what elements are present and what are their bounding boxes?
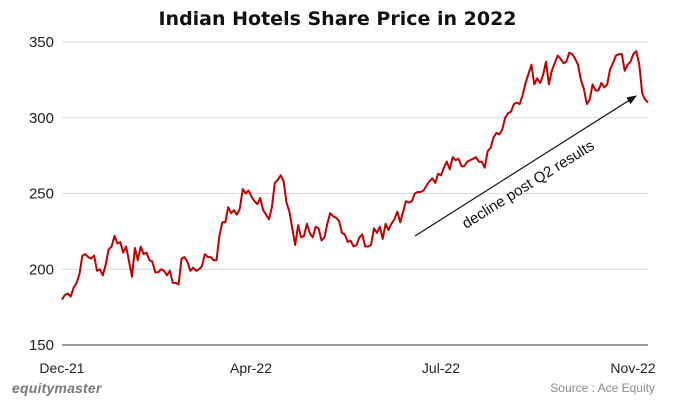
series-line-0 [61,50,649,301]
y-axis-ticks: 150 200 250 300 350 [29,34,54,354]
y-tick-label: 200 [29,261,54,278]
source-note: Source : Ace Equity [550,381,655,395]
y-tick-label: 350 [29,34,54,51]
series-layer [61,50,649,301]
y-tick-label: 150 [29,337,54,354]
brand-logo: equitymaster [12,380,102,396]
x-tick-label: Apr-22 [230,360,272,376]
x-tick-label: Dec-21 [39,360,84,376]
y-tick-label: 250 [29,186,54,203]
x-tick-label: Jul-22 [422,360,460,376]
annotation-arrow [414,95,637,237]
x-tick-label: Nov-22 [610,360,655,376]
grid-lines [62,41,648,346]
chart-title: Indian Hotels Share Price in 2022 [158,8,517,30]
x-axis: Dec-21 Apr-22 Jul-22 Nov-22 [39,344,656,376]
y-tick-label: 300 [29,110,54,127]
annotation-text: decline post Q2 results [459,137,597,232]
